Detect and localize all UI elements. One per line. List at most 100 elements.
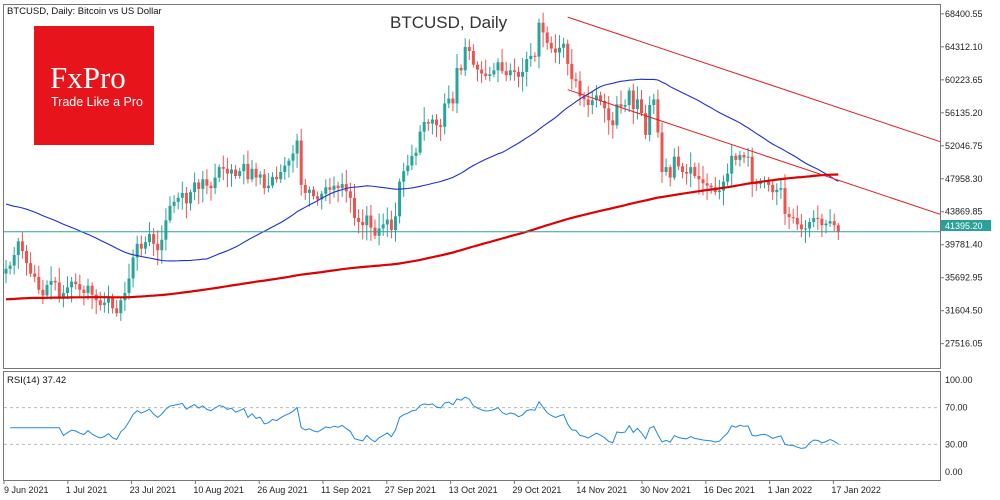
candle-body [459,67,463,71]
price-axis-label: 43869.85 [945,207,983,217]
price-axis-label: 39781.40 [945,240,983,250]
candle-body [816,217,820,219]
candle-body [156,243,160,251]
rsi-label: RSI(14) 37.42 [7,375,66,386]
candle-body [365,215,369,226]
candle-body [701,179,705,184]
candle-body [779,188,783,190]
candle-body [414,152,418,156]
candle-body [488,74,492,76]
price-axis-label: 31604.50 [945,306,983,316]
candle-body [836,225,840,232]
candle-body [717,190,721,193]
candle-body [394,216,397,231]
candle-body [172,201,176,206]
candle-body [783,188,787,214]
candle-body [562,43,566,48]
candle-body [262,174,266,189]
candle-body [570,63,574,80]
candle-body [98,300,102,306]
candle-body [553,48,557,53]
candle-body [4,268,8,274]
candle-body [742,155,746,158]
candle-body [504,71,508,76]
candle-body [209,185,213,189]
fxpro-logo: FxPro Trade Like a Pro [34,26,154,145]
candle-body [53,280,57,283]
candle-body [307,189,311,193]
price-axis-label: 64312.10 [945,42,983,52]
candle-body [70,281,74,288]
candle-body [775,189,779,193]
rsi-axis-label: 70.00 [945,403,968,413]
candle-body [78,284,82,290]
candle-body [61,292,65,298]
candle-body [205,179,209,186]
candle-body [521,71,525,77]
candle-body [795,217,799,225]
candle-body [603,100,607,109]
time-axis-label: 11 Sep 2021 [321,485,371,495]
candle-body [734,155,738,160]
candle-body [287,160,291,166]
candle-body [492,70,496,75]
candle-body [180,192,184,198]
candle-body [709,185,713,188]
candle-body [328,187,332,190]
candle-body [234,169,238,177]
price-axis-label: 56135.20 [945,108,983,118]
candle-body [361,221,365,226]
candle-body [127,278,131,293]
candle-body [33,273,37,277]
symbol-description: BTCUSD, Daily: Bitcoin vs US Dollar [7,6,162,17]
candle-body [746,156,750,158]
time-axis-label: 10 Aug 2021 [193,485,244,495]
candle-body [303,184,307,193]
candle-body [808,221,812,229]
candle-body [463,46,467,71]
candle-body [143,242,147,249]
candle-body [86,285,90,293]
candle-body [545,32,549,43]
candle-body [389,219,393,231]
candle-body [102,302,106,306]
candle-body [340,184,344,189]
candle-body [722,181,725,191]
candle-body [8,265,12,269]
rsi-axis-label: 100.00 [945,375,973,385]
price-axis-label: 60223.65 [945,75,983,85]
candle-body [697,176,701,180]
candle-body [533,55,537,57]
candle-body [750,156,754,183]
candle-body [529,55,533,60]
candle-body [594,95,598,101]
candle-body [406,165,410,172]
candle-body [184,192,188,204]
candle-body [627,90,631,106]
candle-body [517,71,520,77]
time-axis-label: 17 Jan 2022 [831,485,881,495]
candle-body [193,182,197,193]
candle-body [279,171,283,180]
logo-tagline-text: Trade Like a Pro [51,95,143,109]
ma-short-line [5,78,839,262]
candle-body [443,103,447,127]
candle-body [676,156,680,167]
candle-body [566,43,570,64]
candle-body [201,179,205,189]
candle-body [578,80,582,97]
candle-body [295,140,299,154]
candle-body [644,113,648,135]
candle-body [37,276,41,290]
candle-body [508,70,512,76]
candle-body [590,100,594,106]
candle-body [316,196,320,200]
candle-body [275,176,279,180]
time-axis-label: 23 Jul 2021 [130,485,177,495]
current-price-tag-bg [941,220,991,231]
rsi-axis-label: 0.00 [945,467,963,477]
price-axis-label: 47958.30 [945,174,983,184]
candle-body [824,223,828,226]
candle-body [385,219,389,225]
candle-body [25,251,28,264]
